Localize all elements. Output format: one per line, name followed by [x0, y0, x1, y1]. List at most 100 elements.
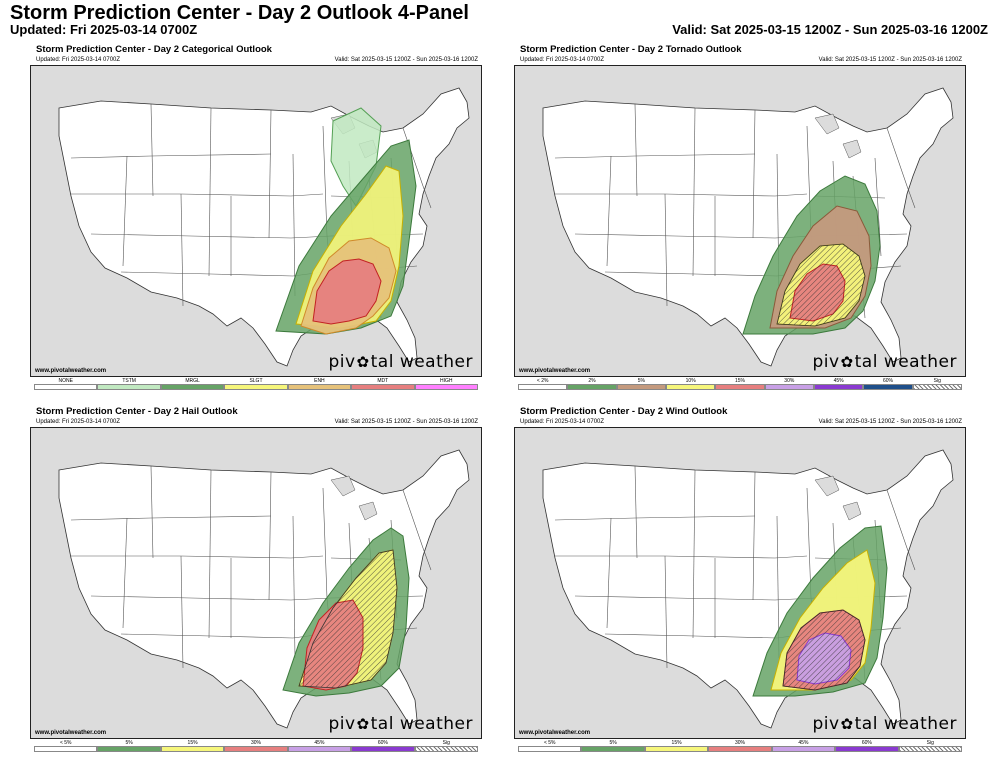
legend-item: MRGL: [160, 378, 225, 391]
brand-text-right: tal weather: [854, 714, 957, 734]
legend: NONE TSTM MRGL SLGT ENH MDT HIGH: [34, 379, 478, 391]
site-url: www.pivotalweather.com: [519, 368, 591, 374]
map-canvas: [58, 87, 470, 367]
legend-swatch: [34, 384, 98, 390]
legend-label: 45%: [833, 378, 844, 384]
risk-polygons: [282, 527, 410, 697]
state-border: [71, 555, 324, 559]
legend-label: 30%: [784, 378, 795, 384]
page-header: Storm Prediction Center - Day 2 Outlook …: [0, 0, 1000, 40]
state-border: [70, 515, 272, 521]
panel-updated: Updated: Fri 2025-03-14 0700Z: [520, 419, 605, 425]
legend-label: MRGL: [185, 378, 200, 384]
legend-label: 15%: [734, 378, 745, 384]
legend-item: 30%: [764, 378, 814, 391]
legend-item: < 5%: [518, 740, 582, 753]
state-border: [555, 555, 808, 559]
legend-swatch: [287, 746, 352, 752]
wind-sig-area: [782, 609, 866, 691]
legend-swatch: [160, 746, 225, 752]
legend-label: 60%: [882, 378, 893, 384]
legend-label: 10%: [685, 378, 696, 384]
legend-label: 30%: [250, 740, 261, 746]
state-border: [606, 155, 612, 267]
legend-item: Sig: [898, 740, 962, 753]
brand-text-right: tal weather: [370, 714, 473, 734]
state-border: [554, 515, 756, 521]
brand-text-left: piv: [328, 352, 356, 372]
legend-label: Sig: [442, 740, 450, 746]
outlook-panels: Storm Prediction Center - Day 2 Categori…: [0, 40, 1000, 773]
state-border: [90, 595, 332, 601]
state-border: [292, 515, 296, 659]
state-border: [574, 595, 816, 601]
legend-item: TSTM: [97, 379, 161, 391]
legend-item: 45%: [771, 740, 836, 753]
state-border: [70, 153, 272, 159]
legend-label: 2%: [588, 378, 596, 384]
state-border: [208, 107, 212, 277]
legend-swatch: [567, 384, 617, 390]
brand-text-right: tal weather: [370, 352, 473, 372]
legend-label: Sig: [926, 740, 934, 746]
great-lake: [330, 475, 356, 497]
pivotal-weather-logo: piv✿tal weather: [328, 714, 473, 734]
legend-label: 30%: [734, 740, 745, 746]
state-border: [692, 107, 696, 277]
legend-label: 5%: [637, 378, 645, 384]
legend-item: HIGH: [414, 379, 478, 391]
state-border: [886, 489, 916, 571]
panel-updated: Updated: Fri 2025-03-14 0700Z: [36, 419, 121, 425]
pivotal-weather-logo: piv✿tal weather: [328, 352, 473, 372]
legend-item: 15%: [644, 741, 709, 753]
legend-label: 5%: [125, 740, 133, 746]
legend-swatch: [708, 746, 772, 752]
gear-icon: ✿: [840, 715, 854, 733]
risk-polygons: [275, 107, 417, 335]
legend-swatch: [863, 384, 913, 390]
legend-label: < 5%: [543, 740, 556, 746]
state-border: [634, 103, 638, 197]
legend-label: Sig: [933, 378, 941, 384]
legend-swatch: [665, 384, 716, 390]
conus-land: [542, 449, 954, 729]
legend-item: 15%: [715, 378, 765, 391]
panel-categorical: Storm Prediction Center - Day 2 Categori…: [30, 42, 482, 392]
panel-valid: Valid: Sat 2025-03-15 1200Z - Sun 2025-0…: [334, 57, 478, 63]
great-lake: [842, 501, 862, 521]
mdt-area: [312, 258, 382, 325]
legend-swatch: [224, 746, 288, 752]
gear-icon: ✿: [356, 715, 370, 733]
state-border: [180, 193, 184, 307]
legend-swatch: [518, 746, 582, 752]
legend-label: 60%: [861, 740, 872, 746]
legend-item: 60%: [835, 740, 899, 753]
state-border: [208, 469, 212, 639]
great-lake: [814, 113, 840, 135]
us-basemap: [542, 449, 954, 729]
panel-tornado: Storm Prediction Center - Day 2 Tornado …: [514, 42, 966, 392]
legend-label: NONE: [58, 378, 73, 384]
legend-swatch: [34, 746, 98, 752]
legend-label: 45%: [798, 740, 809, 746]
legend-item: < 2%: [518, 379, 568, 391]
legend-item: 30%: [708, 740, 772, 753]
legend-item: 45%: [287, 741, 352, 753]
legend-item: ENH: [287, 379, 352, 391]
legend-swatch: [287, 384, 352, 390]
risk-polygons: [742, 175, 881, 335]
panel-title: Storm Prediction Center - Day 2 Wind Out…: [520, 406, 728, 417]
legend-swatch: [351, 384, 415, 390]
legend-swatch: [715, 384, 765, 390]
legend: < 5% 5% 15% 30% 45% 60% Sig: [518, 741, 962, 753]
legend-swatch: [160, 384, 225, 390]
legend-swatch: [518, 384, 568, 390]
map-canvas: [542, 449, 954, 729]
gear-icon: ✿: [840, 353, 854, 371]
legend-swatch: [351, 746, 415, 752]
gear-icon: ✿: [356, 353, 370, 371]
state-border: [752, 109, 756, 239]
legend-item: 2%: [567, 378, 617, 391]
map-canvas: [542, 87, 954, 367]
state-border: [886, 127, 916, 209]
